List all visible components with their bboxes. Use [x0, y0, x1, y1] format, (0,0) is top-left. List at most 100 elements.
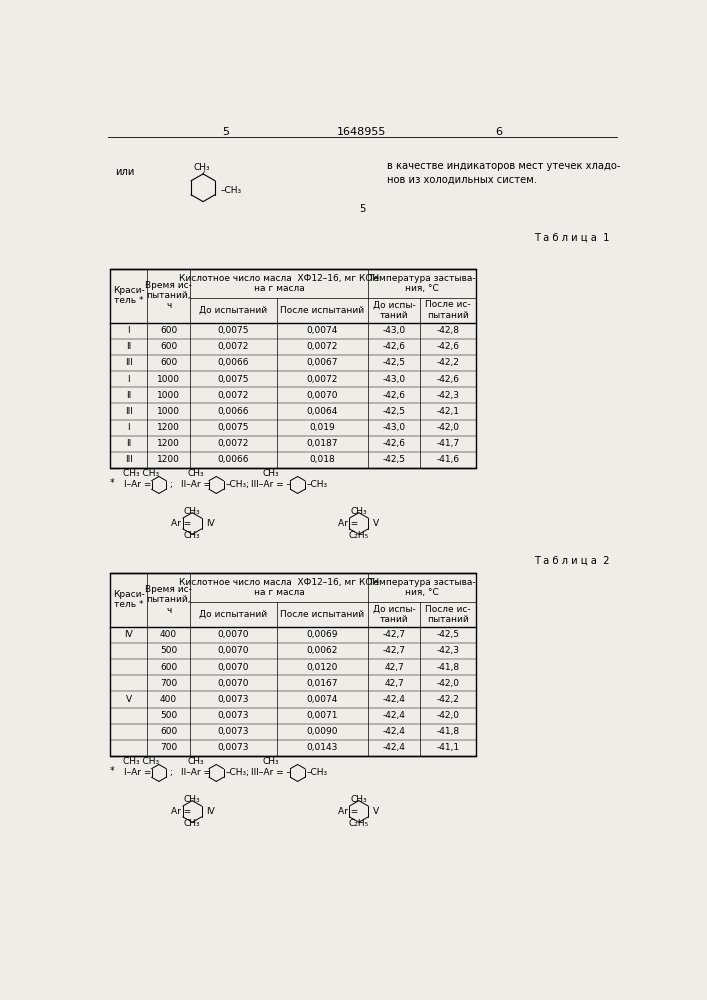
Text: 0,0071: 0,0071 — [307, 711, 338, 720]
Text: -42,6: -42,6 — [436, 375, 460, 384]
Text: -42,8: -42,8 — [436, 326, 460, 335]
Text: -42,3: -42,3 — [436, 391, 460, 400]
Text: 700: 700 — [160, 679, 177, 688]
Text: -42,0: -42,0 — [436, 711, 460, 720]
Text: III: III — [124, 358, 133, 367]
Text: Т а б л и ц а  1: Т а б л и ц а 1 — [534, 232, 610, 242]
Text: 6: 6 — [496, 127, 503, 137]
Text: -42,6: -42,6 — [382, 342, 406, 351]
Text: -42,3: -42,3 — [436, 646, 460, 655]
Text: Ar =: Ar = — [338, 807, 358, 816]
Text: -41,6: -41,6 — [436, 455, 460, 464]
Text: Кислотное число масла  ХФ12–16, мг КОН
на г масла: Кислотное число масла ХФ12–16, мг КОН на… — [179, 578, 379, 597]
Text: 0,0074: 0,0074 — [307, 326, 338, 335]
Text: 0,0073: 0,0073 — [218, 743, 249, 752]
Text: 600: 600 — [160, 326, 177, 335]
Text: До испы-
таний: До испы- таний — [373, 300, 416, 320]
Text: CH₃ CH₃: CH₃ CH₃ — [123, 757, 159, 766]
Text: I–Ar =: I–Ar = — [124, 480, 151, 489]
Text: 1200: 1200 — [157, 439, 180, 448]
Text: 0,019: 0,019 — [310, 423, 335, 432]
Text: 0,0070: 0,0070 — [218, 663, 249, 672]
Text: IV: IV — [206, 519, 215, 528]
Text: 400: 400 — [160, 630, 177, 639]
Text: –CH₃: –CH₃ — [307, 480, 328, 489]
Text: До испы-
таний: До испы- таний — [373, 605, 416, 624]
Text: 1648955: 1648955 — [337, 127, 387, 137]
Text: После испытаний: После испытаний — [281, 306, 365, 315]
Text: 700: 700 — [160, 743, 177, 752]
Text: -42,5: -42,5 — [382, 358, 406, 367]
Text: 0,0073: 0,0073 — [218, 695, 249, 704]
Text: 0,0070: 0,0070 — [218, 630, 249, 639]
Text: 1000: 1000 — [157, 391, 180, 400]
Text: -42,0: -42,0 — [436, 423, 460, 432]
Text: 0,0064: 0,0064 — [307, 407, 338, 416]
Text: II: II — [126, 391, 132, 400]
Text: -41,7: -41,7 — [436, 439, 460, 448]
Text: III–Ar = –: III–Ar = – — [251, 480, 291, 489]
Text: 0,0143: 0,0143 — [307, 743, 338, 752]
Text: 42,7: 42,7 — [384, 679, 404, 688]
Text: 0,0073: 0,0073 — [218, 711, 249, 720]
Text: 0,0070: 0,0070 — [218, 679, 249, 688]
Text: Время ис-
пытаний,
ч: Время ис- пытаний, ч — [145, 585, 192, 615]
Text: CH₃: CH₃ — [184, 795, 201, 804]
Text: Кислотное число масла  ХФ12–16, мг КОН
на г масла: Кислотное число масла ХФ12–16, мг КОН на… — [179, 274, 379, 293]
Text: 0,0072: 0,0072 — [218, 439, 249, 448]
Text: -43,0: -43,0 — [382, 375, 406, 384]
Text: 0,0075: 0,0075 — [218, 423, 249, 432]
Text: III: III — [124, 455, 133, 464]
Text: I: I — [127, 423, 130, 432]
Text: I: I — [127, 375, 130, 384]
Text: Краси-
тель *: Краси- тель * — [113, 590, 144, 609]
Text: II: II — [126, 342, 132, 351]
Text: 1000: 1000 — [157, 375, 180, 384]
Text: 0,0075: 0,0075 — [218, 326, 249, 335]
Text: 0,0069: 0,0069 — [307, 630, 338, 639]
Text: Т а б л и ц а  2: Т а б л и ц а 2 — [534, 555, 610, 565]
Text: После ис-
пытаний: После ис- пытаний — [425, 300, 471, 320]
Text: -42,5: -42,5 — [382, 455, 406, 464]
Text: 600: 600 — [160, 663, 177, 672]
Text: -42,4: -42,4 — [382, 743, 406, 752]
Text: 0,0090: 0,0090 — [307, 727, 338, 736]
Text: -41,1: -41,1 — [436, 743, 460, 752]
Text: -42,4: -42,4 — [382, 727, 406, 736]
Text: 0,0066: 0,0066 — [218, 455, 249, 464]
Text: 0,0075: 0,0075 — [218, 375, 249, 384]
Text: нов из холодильных систем.: нов из холодильных систем. — [387, 175, 537, 185]
Text: -42,6: -42,6 — [382, 439, 406, 448]
Text: Ar =: Ar = — [171, 807, 192, 816]
Text: -42,7: -42,7 — [382, 646, 406, 655]
Text: IV: IV — [206, 807, 215, 816]
Text: 0,0062: 0,0062 — [307, 646, 338, 655]
Text: 600: 600 — [160, 727, 177, 736]
Text: До испытаний: До испытаний — [199, 306, 267, 315]
Text: -42,2: -42,2 — [436, 695, 460, 704]
Text: II: II — [126, 439, 132, 448]
Text: -43,0: -43,0 — [382, 423, 406, 432]
Text: До испытаний: До испытаний — [199, 610, 267, 619]
Text: CH₃: CH₃ — [193, 163, 210, 172]
Text: -42,7: -42,7 — [382, 630, 406, 639]
Text: 0,0074: 0,0074 — [307, 695, 338, 704]
Text: Ar =: Ar = — [171, 519, 192, 528]
Text: CH₃: CH₃ — [188, 469, 204, 478]
Text: –CH₃: –CH₃ — [307, 768, 328, 777]
Text: ;: ; — [170, 768, 173, 777]
Text: 1000: 1000 — [157, 407, 180, 416]
Text: 5: 5 — [358, 204, 365, 214]
Text: CH₃ CH₃: CH₃ CH₃ — [123, 469, 159, 478]
Text: 0,0187: 0,0187 — [307, 439, 338, 448]
Text: 0,0072: 0,0072 — [218, 391, 249, 400]
Text: CH₃: CH₃ — [184, 507, 201, 516]
Text: 0,0167: 0,0167 — [307, 679, 338, 688]
Text: *: * — [110, 766, 115, 776]
Text: -42,5: -42,5 — [436, 630, 460, 639]
Text: V: V — [373, 519, 379, 528]
Text: 0,0066: 0,0066 — [218, 407, 249, 416]
Text: –CH₃;: –CH₃; — [226, 768, 250, 777]
Text: II–Ar =: II–Ar = — [180, 768, 211, 777]
Text: -42,6: -42,6 — [382, 391, 406, 400]
